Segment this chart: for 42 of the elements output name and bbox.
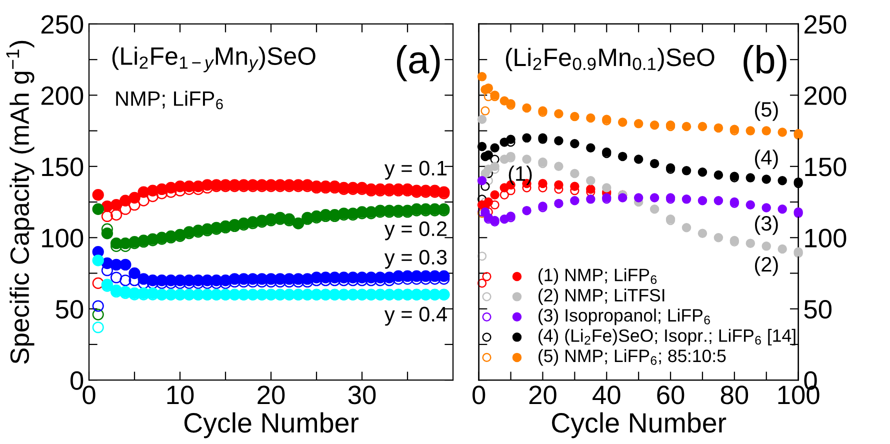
legend-label: (2) NMP; LiTFSI (538, 288, 664, 306)
legend-label: (1) NMP; LiFP$_{6}$ (538, 268, 657, 285)
y-tick-label: 50 (56, 300, 84, 319)
annotation: (1) (508, 166, 532, 186)
x-axis-title: Cycle Number (184, 412, 359, 438)
text: (Li$_{2}$Fe$_{1−y}$Mn$_{y}$)SeO (112, 46, 316, 72)
y-tick-label: 150 (42, 158, 84, 176)
legend-label: (5) NMP; LiFP$_{6}$; 85:10:5 (538, 349, 726, 366)
annotation: (3) (754, 215, 778, 235)
y2-tick-label: 100 (805, 228, 846, 248)
y-tick-label: 100 (42, 228, 84, 248)
y2-tick-label: 50 (804, 300, 832, 319)
x-axis-title: Cycle Number (552, 412, 726, 438)
text: (Li$_{2}$Fe$_{0.9}$Mn$_{0.1}$)SeO (506, 48, 714, 72)
annotation: y = 0.2 (384, 221, 447, 240)
legend-label: (3) Isopropanol; LiFP$_{6}$ (538, 308, 710, 326)
x-tick-label: 30 (348, 386, 376, 404)
annotation: y = 0.1 (384, 160, 447, 180)
y-tick-label: 250 (41, 15, 84, 34)
y2-tick-label: 150 (805, 158, 846, 176)
legend-label: (4) (Li$_{2}$Fe)SeO; Isopr.; LiFP$_{6}$ [14] (538, 328, 796, 346)
y2-tick-label: 200 (804, 86, 846, 106)
y-tick-label: 0 (70, 371, 84, 390)
x-tick-label: 20 (258, 386, 285, 404)
x-tick-label: 0 (82, 386, 96, 404)
annotation: y = 0.4 (384, 306, 447, 326)
annotation: (a) (396, 45, 440, 82)
x-tick-label: 80 (720, 386, 748, 404)
annotation: NMP; LiFP$_{6}$ (116, 90, 223, 110)
annotation: (4) (754, 150, 778, 169)
annotation: (b) (744, 45, 786, 82)
x-tick-label: 10 (167, 386, 194, 404)
y-tick-label: 200 (41, 86, 84, 106)
y2-tick-label: 250 (804, 15, 846, 34)
x-tick-label: 40 (592, 386, 620, 404)
y-axis-title: Specific Capacity (mAh g$^{−1}$) (6, 40, 34, 364)
x-tick-label: 0 (472, 386, 486, 404)
annotation: y = 0.3 (384, 250, 447, 269)
x-tick-label: 60 (657, 386, 684, 404)
x-tick-label: 20 (529, 386, 556, 404)
annotation: (2) (754, 256, 778, 276)
annotation: (5) (754, 102, 778, 121)
